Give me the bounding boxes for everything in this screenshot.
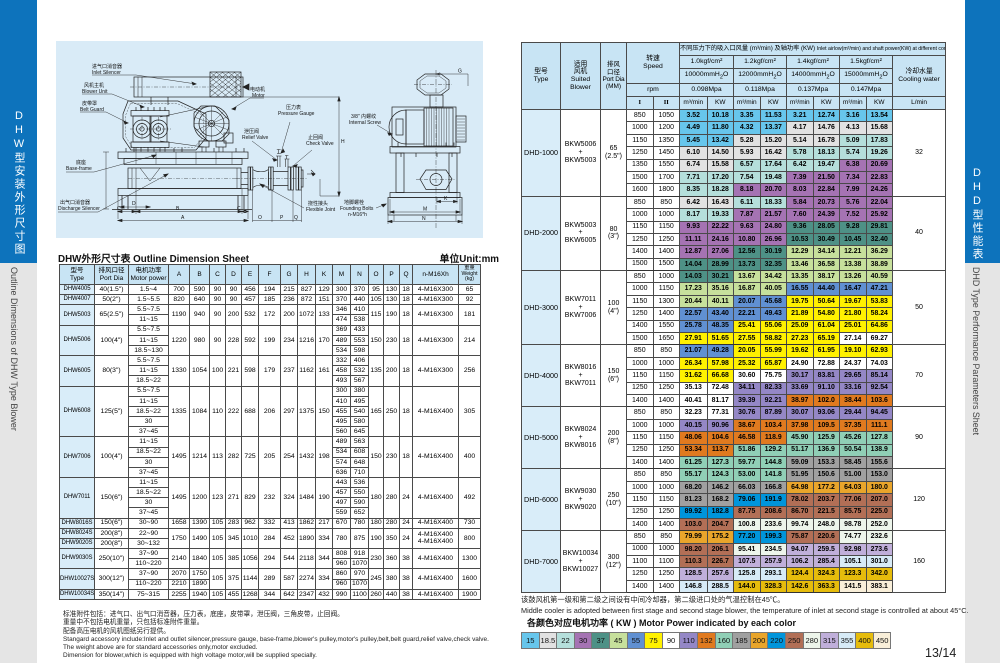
svg-text:压力表: 压力表 xyxy=(286,104,301,111)
svg-text:P: P xyxy=(280,215,284,221)
svg-text:Check Valve: Check Valve xyxy=(306,141,334,147)
svg-text:Belt Guard: Belt Guard xyxy=(80,107,104,113)
svg-text:止回阀: 止回阀 xyxy=(308,134,323,141)
svg-text:M: M xyxy=(423,207,427,213)
svg-text:Flexible Joint: Flexible Joint xyxy=(306,207,336,213)
svg-text:皮带罩: 皮带罩 xyxy=(82,100,97,107)
svg-text:出气口消音器: 出气口消音器 xyxy=(60,199,90,206)
svg-text:n-M16*h: n-M16*h xyxy=(348,212,367,218)
svg-text:Discharge Silencer: Discharge Silencer xyxy=(58,206,100,212)
svg-text:C: C xyxy=(237,206,241,212)
svg-text:Founding Bolts: Founding Bolts xyxy=(340,206,374,212)
svg-text:A: A xyxy=(181,215,185,221)
svg-text:Relief Valve: Relief Valve xyxy=(242,135,269,141)
svg-text:Inlet Silencer: Inlet Silencer xyxy=(92,70,121,76)
svg-text:H: H xyxy=(341,139,345,145)
svg-text:风机主机: 风机主机 xyxy=(84,82,104,89)
svg-text:Internal Screw: Internal Screw xyxy=(349,120,381,126)
svg-text:Base-frame: Base-frame xyxy=(66,166,92,172)
svg-text:电动机: 电动机 xyxy=(250,86,265,93)
svg-text:进气口消音器: 进气口消音器 xyxy=(92,63,122,70)
svg-text:Motor: Motor xyxy=(252,93,265,99)
svg-text:挠性接头: 挠性接头 xyxy=(308,200,328,207)
svg-text:D: D xyxy=(132,201,136,207)
svg-text:G: G xyxy=(458,69,462,75)
svg-text:Blower Unit: Blower Unit xyxy=(82,89,108,95)
svg-text:O: O xyxy=(258,215,262,221)
svg-text:N: N xyxy=(422,216,426,222)
svg-text:底座: 底座 xyxy=(76,159,86,166)
svg-text:3/8" 内螺纹: 3/8" 内螺纹 xyxy=(351,113,376,120)
svg-text:K: K xyxy=(444,196,448,202)
svg-text:地脚螺栓: 地脚螺栓 xyxy=(344,199,364,206)
svg-text:泄压阀: 泄压阀 xyxy=(244,128,259,135)
svg-text:Pressure Gauge: Pressure Gauge xyxy=(278,111,315,117)
svg-text:Q: Q xyxy=(294,215,298,221)
svg-text:C: C xyxy=(117,206,121,212)
svg-text:B: B xyxy=(176,206,180,212)
